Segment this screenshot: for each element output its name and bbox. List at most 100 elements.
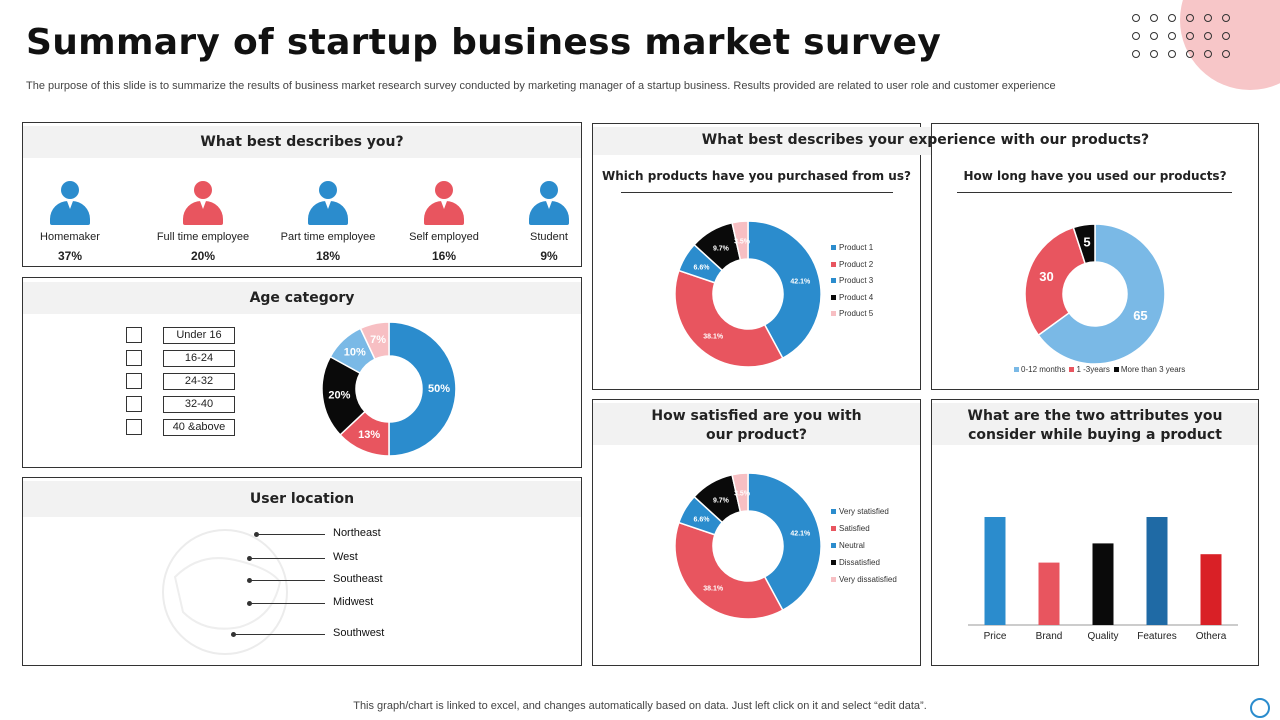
decorative-dot [1186, 50, 1194, 58]
age-label: 24-32 [163, 373, 235, 390]
decorative-dot [1204, 14, 1212, 22]
decorative-dot [1168, 50, 1176, 58]
age-label: 32-40 [163, 396, 235, 413]
donut-slice[interactable] [731, 220, 749, 261]
bar[interactable] [984, 517, 1006, 625]
decorative-dot [1204, 32, 1212, 40]
age-checkbox[interactable] [126, 327, 142, 343]
legend-label: Very dissatisfied [839, 575, 897, 584]
donut-slice-label: 20% [328, 389, 350, 401]
age-panel: Age category Under 16 16-24 24-32 32-40 40 &… [22, 277, 582, 468]
person-head [319, 181, 337, 199]
persona-percent: 18% [315, 249, 341, 263]
donut-slice[interactable] [747, 220, 822, 360]
donut-slice-label: 50% [428, 383, 450, 395]
age-label: 16-24 [163, 350, 235, 367]
donut-slice[interactable] [674, 269, 784, 368]
legend-swatch [831, 294, 836, 300]
donut-slice-label: 42.1% [790, 279, 811, 286]
donut-slice[interactable] [731, 472, 749, 513]
location-leader-line [233, 634, 325, 635]
persona-label: Self employed [409, 231, 479, 243]
age-checkbox[interactable] [126, 419, 142, 435]
legend-item: Very statisfied [831, 507, 901, 516]
age-label: 40 &above [163, 419, 235, 436]
legend-label: More than 3 years [1120, 365, 1186, 374]
age-checkbox[interactable] [126, 350, 142, 366]
donut-slice[interactable] [359, 321, 390, 361]
attributes-panel: What are the two attributes you consider… [931, 399, 1259, 666]
location-leader-line [249, 558, 325, 559]
page-title: Summary of startup business market surve… [26, 22, 942, 63]
donut-slice-label: 5 [1083, 235, 1090, 250]
legend-swatch [1113, 367, 1119, 373]
location-label: Northeast [333, 527, 381, 539]
donut-slice-label: 42.1% [790, 531, 811, 538]
persona-item: Part time employee 18% [268, 181, 388, 263]
person-head [540, 181, 558, 199]
satisfaction-panel: How satisfied are you with our product? … [592, 399, 921, 666]
duration-heading: How long have you used our products? [963, 169, 1227, 183]
age-checkbox[interactable] [126, 373, 142, 389]
attributes-bar-chart: Price Brand Quality Features Othera [968, 517, 1238, 642]
legend-swatch [831, 526, 836, 532]
bar[interactable] [1146, 517, 1168, 625]
person-icon [10, 181, 130, 225]
persona-label: Full time employee [156, 231, 250, 243]
donut-slice[interactable] [388, 321, 457, 457]
x-tick-label: Features [1137, 631, 1176, 642]
duration-panel: How long have you used our products? 65 3… [931, 123, 1259, 390]
bar[interactable] [1038, 562, 1060, 625]
donut-slice[interactable] [747, 472, 822, 612]
legend-item: Product 4 [831, 293, 901, 302]
donut-slice-label: 6.6% [694, 517, 711, 524]
donut-slice-label: 9.7% [713, 497, 730, 504]
legend-item: Product 2 [831, 260, 901, 269]
bar[interactable] [1200, 554, 1222, 625]
satisfaction-heading-line1: How satisfied are you with [651, 408, 862, 424]
donut-slice[interactable] [1037, 223, 1166, 365]
x-tick-label: Quality [1087, 631, 1118, 642]
person-body [183, 201, 223, 225]
persona-item: Student 9% [489, 181, 609, 263]
donut-slice[interactable] [1072, 223, 1096, 265]
person-body [424, 201, 464, 225]
attributes-heading-line1: What are the two attributes you [967, 408, 1223, 424]
age-checkbox[interactable] [126, 396, 142, 412]
legend-label: Product 1 [839, 243, 874, 252]
donut-slice[interactable] [1024, 226, 1087, 337]
person-head [194, 181, 212, 199]
location-leader-line [249, 603, 325, 604]
bar[interactable] [1092, 543, 1114, 625]
persona-percent: 37% [57, 249, 83, 263]
decorative-dot [1150, 32, 1158, 40]
person-icon [143, 181, 263, 225]
donut-slice[interactable] [674, 521, 784, 620]
decorative-dot [1222, 50, 1230, 58]
map-watermark [162, 529, 288, 655]
decorative-dot [1150, 14, 1158, 22]
legend-label: Product 2 [839, 259, 874, 269]
person-head [435, 181, 453, 199]
age-label: Under 16 [163, 327, 235, 344]
purchased-rule [621, 192, 893, 193]
donut-slice-label: 3.5% [734, 490, 751, 497]
decorative-dot [1132, 50, 1140, 58]
legend-item: Very dissatisfied [831, 575, 901, 584]
donut-slice-label: 30 [1039, 269, 1053, 284]
persona-item: Full time employee 20% [143, 181, 263, 263]
donut-slice-label: 7% [370, 334, 386, 346]
legend-item: Satisfied [831, 524, 901, 533]
decorative-dot [1222, 14, 1230, 22]
donut-slice-label: 38.1% [703, 333, 724, 340]
legend-item: Product 5 [831, 309, 901, 318]
x-tick-label: Brand [1036, 631, 1063, 642]
decorative-dot [1150, 50, 1158, 58]
persona-percent: 9% [540, 249, 558, 263]
persona-percent: 20% [190, 249, 216, 263]
legend-swatch [1014, 367, 1019, 373]
legend-swatch [831, 560, 836, 566]
donut-slice-label: 9.7% [713, 245, 730, 252]
decorative-dot [1186, 14, 1194, 22]
decorative-ring [1250, 698, 1270, 718]
